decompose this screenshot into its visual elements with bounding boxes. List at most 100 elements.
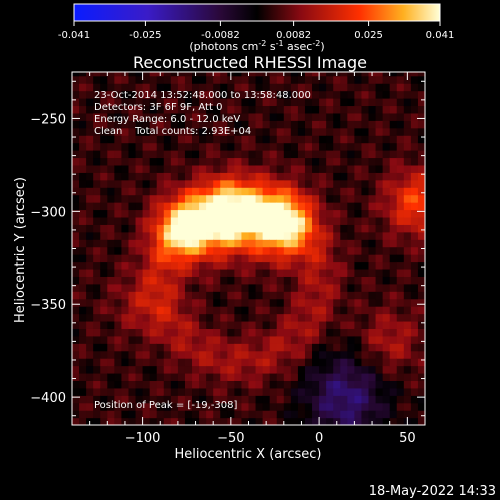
heatmap-cell: [100, 209, 108, 218]
heatmap-cell: [417, 328, 425, 337]
heatmap-cell: [382, 365, 391, 374]
heatmap-cell: [248, 142, 257, 151]
heatmap-cell: [72, 90, 80, 99]
heatmap-cell: [283, 72, 292, 77]
heatmap-cell: [241, 283, 250, 292]
y-tick-label: −300: [30, 205, 66, 220]
heatmap-cell: [403, 276, 412, 285]
heatmap-cell: [361, 261, 370, 270]
heatmap-cell: [86, 402, 94, 411]
heatmap-cell: [382, 172, 391, 181]
heatmap-cell: [128, 283, 137, 292]
heatmap-cell: [79, 395, 87, 404]
heatmap-cell: [347, 112, 355, 121]
heatmap-cell: [340, 127, 348, 136]
heatmap-cell: [184, 313, 193, 322]
colorbar-tick-label: 0.025: [354, 30, 383, 41]
heatmap-cell: [149, 365, 158, 374]
heatmap-cell: [326, 410, 334, 419]
heatmap-cell: [417, 335, 425, 344]
heatmap-cell: [135, 179, 144, 188]
heatmap-cell: [184, 127, 193, 136]
heatmap-cell: [255, 135, 264, 144]
heatmap-cell: [135, 276, 144, 285]
heatmap-cell: [354, 268, 363, 277]
heatmap-cell: [389, 291, 398, 300]
heatmap-cell: [234, 83, 243, 92]
heatmap-cell: [389, 365, 398, 374]
heatmap-cell: [107, 157, 115, 166]
heatmap-cell: [255, 365, 264, 374]
heatmap-cell: [234, 187, 243, 196]
heatmap-cell: [192, 402, 200, 411]
heatmap-cell: [206, 335, 214, 344]
heatmap-cell: [206, 112, 214, 121]
heatmap-cell: [184, 254, 193, 263]
heatmap-cell: [304, 328, 313, 337]
heatmap-cell: [227, 224, 235, 233]
heatmap-cell: [184, 372, 193, 382]
heatmap-cell: [403, 164, 412, 173]
heatmap-cell: [86, 246, 94, 255]
heatmap-cell: [79, 72, 87, 77]
heatmap-cell: [199, 187, 207, 196]
heatmap-cell: [403, 216, 412, 225]
heatmap-cell: [227, 157, 235, 166]
heatmap-cell: [72, 172, 80, 181]
heatmap-cell: [297, 172, 306, 181]
heatmap-cell: [192, 105, 200, 114]
heatmap-cell: [403, 150, 412, 159]
heatmap-cell: [128, 127, 137, 136]
heatmap-cell: [199, 298, 207, 307]
heatmap-cell: [142, 276, 151, 285]
heatmap-cell: [114, 83, 123, 92]
heatmap-cell: [297, 246, 306, 255]
heatmap-cell: [319, 417, 327, 425]
heatmap-cell: [347, 283, 355, 292]
heatmap-cell: [93, 313, 101, 322]
heatmap-cell: [199, 75, 207, 84]
heatmap-cell: [361, 142, 370, 151]
heatmap-cell: [107, 268, 115, 277]
heatmap-cell: [177, 313, 186, 322]
heatmap-cell: [319, 365, 327, 374]
heatmap-cell: [149, 209, 158, 218]
heatmap-cell: [410, 350, 419, 359]
heatmap-cell: [107, 194, 115, 203]
heatmap-cell: [368, 150, 377, 159]
heatmap-cell: [227, 105, 235, 114]
heatmap-cell: [114, 417, 123, 425]
heatmap-cell: [347, 231, 355, 240]
heatmap-cell: [354, 194, 363, 203]
heatmap-cell: [297, 216, 306, 225]
heatmap-cell: [156, 75, 165, 84]
heatmap-cell: [220, 98, 228, 107]
heatmap-cell: [269, 350, 278, 359]
heatmap-cell: [368, 90, 377, 99]
heatmap-cell: [234, 372, 243, 382]
heatmap-cell: [86, 335, 94, 344]
heatmap-cell: [361, 209, 370, 218]
heatmap-cell: [241, 216, 250, 225]
heatmap-cell: [319, 268, 327, 277]
heatmap-cell: [389, 75, 398, 84]
heatmap-cell: [79, 276, 87, 285]
heatmap-cell: [283, 298, 292, 307]
heatmap-cell: [361, 157, 370, 166]
heatmap-cell: [304, 172, 313, 181]
heatmap-cell: [255, 380, 264, 389]
heatmap-cell: [269, 254, 278, 263]
heatmap-cell: [114, 157, 123, 166]
heatmap-cell: [375, 410, 384, 419]
heatmap-cell: [255, 320, 264, 329]
heatmap-cell: [128, 343, 137, 352]
heatmap-cell: [248, 328, 257, 337]
heatmap-cell: [170, 187, 179, 196]
heatmap-cell: [114, 320, 123, 329]
heatmap-cell: [269, 387, 278, 396]
heatmap-cell: [354, 365, 363, 374]
heatmap-cell: [220, 254, 228, 263]
heatmap-cell: [72, 72, 80, 77]
heatmap-cell: [72, 335, 80, 344]
heatmap-cell: [347, 313, 355, 322]
